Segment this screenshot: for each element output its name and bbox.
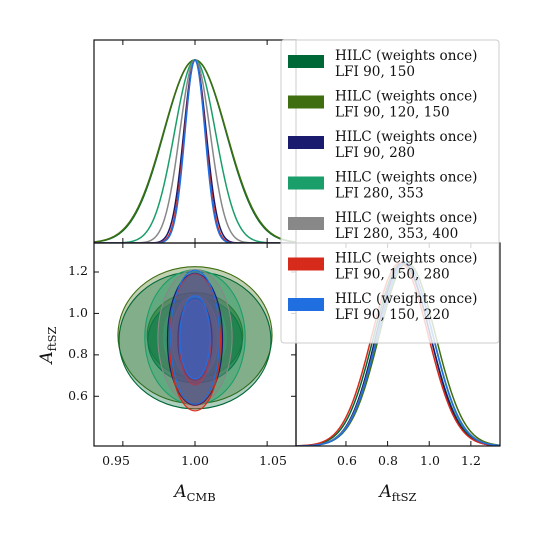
- marginal-curve: [94, 59, 296, 243]
- y-tick-labels-aftsz: 0.6 0.8 1.0 1.2: [68, 263, 88, 403]
- x-tick-label: 0.8: [378, 453, 398, 468]
- x-tick-label: 1.0: [420, 453, 440, 468]
- legend-swatch: [288, 55, 324, 68]
- legend-label-line2: LFI 90, 280: [335, 145, 415, 161]
- x-tick-label: 1.2: [461, 453, 481, 468]
- legend-label-line2: LFI 90, 150, 220: [335, 307, 450, 323]
- legend-label-line1: HILC (weights once): [335, 48, 477, 64]
- legend-label-line1: HILC (weights once): [335, 89, 477, 105]
- x-tick-labels-aftsz: 0.6 0.8 1.0 1.2: [337, 453, 481, 468]
- marginal-curve: [94, 59, 296, 243]
- legend-label-line1: HILC (weights once): [335, 291, 477, 307]
- marginal-curve: [94, 59, 296, 243]
- legend-label-line2: LFI 90, 150: [335, 64, 415, 80]
- legend-label-line1: HILC (weights once): [335, 129, 477, 145]
- marginal-acmb-panel: [94, 59, 296, 243]
- x-tick-label: 1.05: [259, 453, 287, 468]
- legend-label-line2: LFI 90, 120, 150: [335, 105, 450, 121]
- x-tick-label: 1.00: [181, 453, 209, 468]
- legend-swatch: [288, 257, 324, 271]
- legend-swatch: [288, 217, 324, 230]
- contour-2d-panel: [117, 266, 273, 412]
- legend-swatch: [288, 298, 324, 311]
- legend-label-line1: HILC (weights once): [335, 170, 477, 186]
- legend-label-line2: LFI 90, 150, 280: [335, 267, 450, 283]
- legend-swatch: [288, 136, 324, 149]
- marginal-curve: [94, 59, 296, 243]
- x-tick-label: 0.6: [337, 453, 357, 468]
- x-tick-label: 0.95: [102, 453, 130, 468]
- marginal-curve: [94, 59, 296, 243]
- marginal-curve: [94, 59, 296, 243]
- frame-top-left: [93, 39, 297, 244]
- y-tick-label: 1.2: [68, 263, 88, 278]
- y-tick-label: 1.0: [68, 305, 88, 320]
- contour-ellipse: [179, 295, 211, 380]
- legend-label-line1: HILC (weights once): [335, 210, 477, 226]
- legend-label-line2: LFI 280, 353: [335, 186, 424, 202]
- legend-label-line1: HILC (weights once): [335, 251, 477, 267]
- x-tick-labels-acmb: 0.95 1.00 1.05: [102, 453, 287, 468]
- x-axis-label-aftsz: AftSZ: [377, 482, 416, 504]
- y-tick-label: 0.6: [68, 388, 88, 403]
- legend-swatch: [288, 176, 324, 190]
- marginal-curve: [94, 59, 296, 243]
- y-axis-label-aftsz: AftSZ: [37, 326, 59, 365]
- x-axis-label-acmb: ACMB: [172, 482, 215, 504]
- legend-box: [280, 39, 500, 344]
- y-tick-label: 0.8: [68, 346, 88, 361]
- legend-swatch: [288, 95, 324, 109]
- legend-label-line2: LFI 280, 353, 400: [335, 226, 458, 242]
